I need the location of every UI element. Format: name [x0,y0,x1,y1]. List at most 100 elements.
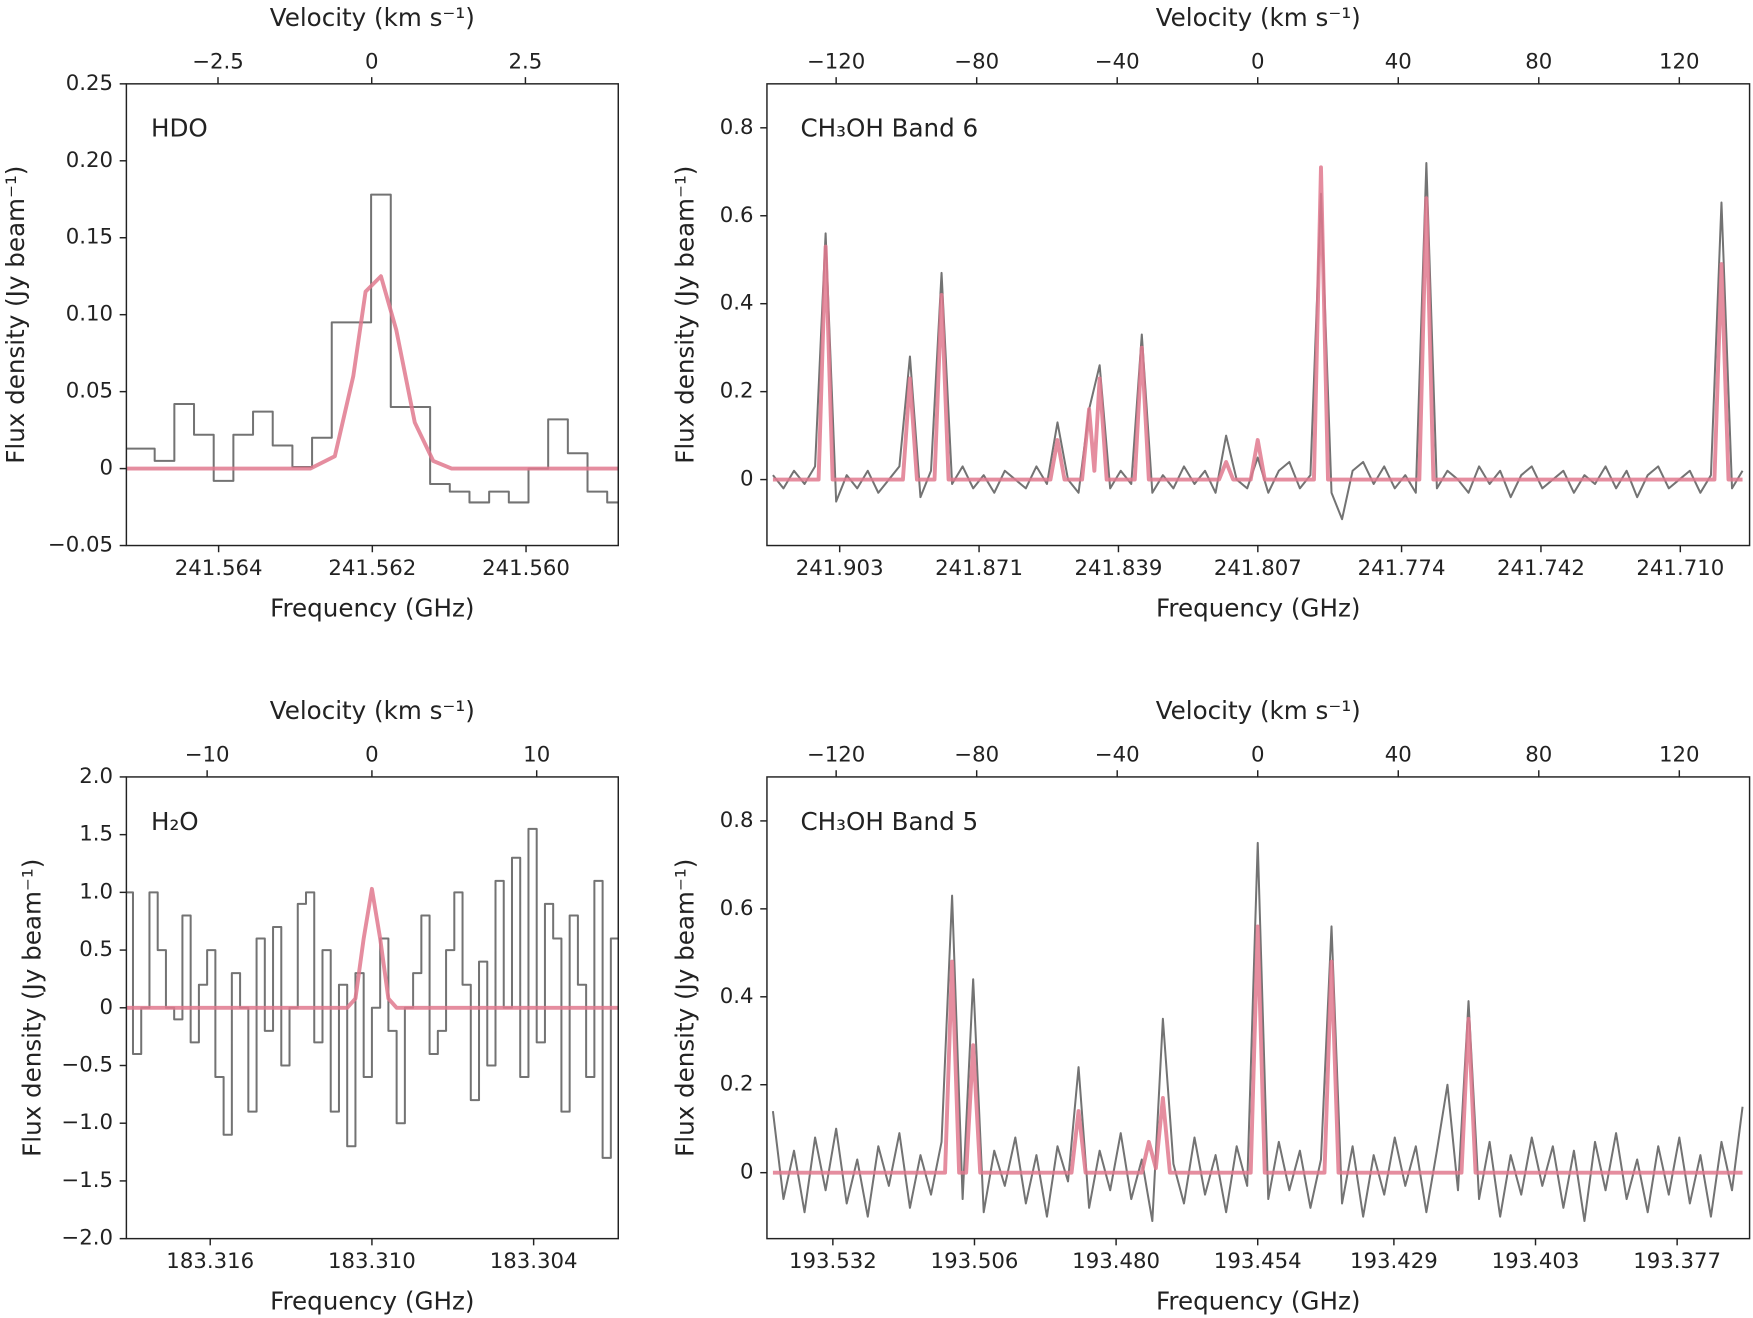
x-tick-label: 241.839 [1075,556,1163,581]
x2-tick-label: 120 [1659,743,1700,768]
y-tick-label: 0 [740,1160,754,1185]
x-tick-label: 193.506 [931,1249,1019,1274]
x2-tick-label: −80 [954,50,999,75]
model-line [126,886,619,1010]
x2-tick-label: −40 [1095,50,1140,75]
model-line [126,274,619,471]
x2-tick-label: −10 [185,743,230,768]
y-tick-label: 0.4 [720,291,754,316]
y-tick-label: 1.5 [79,822,113,847]
x2-tick-label: 40 [1385,743,1412,768]
x-axis-label: Frequency (GHz) [1156,593,1360,622]
x2-axis-label: Velocity (km s⁻¹) [1156,3,1361,32]
x2-tick-label: −120 [807,743,865,768]
y-tick-label: 0.10 [66,302,113,327]
x2-tick-label: −80 [954,743,999,768]
model-line [772,165,1743,482]
panel-label: CH₃OH Band 5 [800,807,978,836]
x-tick-label: 241.564 [175,556,263,581]
y-tick-label: −0.5 [61,1052,113,1077]
x2-tick-label: −120 [807,50,865,75]
plot-area [772,161,1744,521]
spectrum-line [126,827,619,1159]
y-axis-label: Flux density (Jy beam⁻¹) [670,166,699,464]
spectrum-line [771,841,1744,1223]
panel-label: H₂O [151,807,199,836]
x-tick-label: 241.774 [1358,556,1446,581]
y-tick-label: 0.20 [66,148,113,173]
x-tick-label: 241.903 [796,556,884,581]
panel: −0.05 0 0.05 0.10 0.15 0.20 0.25 241.564 241.562… [1,3,619,622]
x-tick-label: 193.377 [1633,1249,1721,1274]
panel: 0 0.2 0.4 0.6 0.8 241.903 241.871 241.839 241.80… [670,3,1751,622]
x-tick-label: 241.562 [328,556,416,581]
y-tick-label: 0.2 [720,1072,754,1097]
x2-axis-label: Velocity (km s⁻¹) [270,696,475,725]
x2-tick-label: 0 [1251,50,1265,75]
x-tick-label: 241.742 [1497,556,1585,581]
y-tick-label: −0.05 [48,533,113,558]
x2-tick-label: 0 [365,743,379,768]
plot-frame [766,83,1751,547]
y-tick-label: −1.0 [61,1110,113,1135]
x2-tick-label: 10 [523,743,550,768]
x-tick-label: 193.429 [1350,1249,1438,1274]
x2-tick-label: −40 [1095,743,1140,768]
x2-axis-label: Velocity (km s⁻¹) [270,3,475,32]
x-tick-label: 193.532 [789,1249,877,1274]
panel-label: CH₃OH Band 6 [800,114,978,143]
x2-tick-label: 0 [1251,743,1265,768]
plot-area [126,193,619,504]
x-tick-label: 193.480 [1072,1249,1160,1274]
y-tick-label: 1.0 [79,879,113,904]
x2-tick-label: 2.5 [509,50,543,75]
y-tick-label: 2.0 [79,764,113,789]
y-tick-label: 0.2 [720,379,754,404]
x-axis-label: Frequency (GHz) [270,593,474,622]
y-tick-label: 0 [740,467,754,492]
plot-frame [125,776,619,1240]
x-axis-label: Frequency (GHz) [270,1286,474,1315]
panel: 0 0.2 0.4 0.6 0.8 193.532 193.506 193.480 193.45… [670,696,1751,1315]
x2-tick-label: 120 [1659,50,1700,75]
spectrum-line [772,161,1744,521]
x-tick-label: 183.310 [328,1249,416,1274]
y-axis-label: Flux density (Jy beam⁻¹) [1,166,30,464]
model-line [772,924,1743,1175]
y-tick-label: −2.0 [61,1226,113,1251]
y-axis-label: Flux density (Jy beam⁻¹) [18,859,47,1157]
y-tick-label: 0.25 [66,71,113,96]
x-tick-label: 241.710 [1636,556,1724,581]
y-tick-label: 0.8 [720,115,754,140]
x-tick-label: 183.316 [166,1249,254,1274]
y-tick-label: 0.8 [720,808,754,833]
plot-frame [125,83,619,547]
y-tick-label: 0 [99,456,113,481]
y-axis-label: Flux density (Jy beam⁻¹) [670,859,699,1157]
x-tick-label: 193.403 [1492,1249,1580,1274]
x-tick-label: 241.871 [935,556,1023,581]
spectrum-line [126,193,619,504]
plot-frame [766,776,1751,1240]
x-tick-label: 193.454 [1214,1249,1302,1274]
y-tick-label: 0.6 [720,203,754,228]
x2-tick-label: −2.5 [192,50,244,75]
x2-axis-label: Velocity (km s⁻¹) [1156,696,1361,725]
y-tick-label: 0.4 [720,984,754,1009]
y-tick-label: 0.05 [66,379,113,404]
panel: −2.0 −1.5 −1.0 −0.5 0 0.5 1.0 1.5 2.0 183.316 183.… [18,696,619,1315]
y-tick-label: 0.6 [720,896,754,921]
plot-area [771,841,1744,1223]
x2-tick-label: 80 [1525,50,1552,75]
x-tick-label: 241.807 [1214,556,1302,581]
x2-tick-label: 40 [1385,50,1412,75]
x-tick-label: 183.304 [490,1249,578,1274]
y-tick-label: −1.5 [61,1168,113,1193]
x-tick-label: 241.560 [482,556,570,581]
y-tick-label: 0.15 [66,225,113,250]
panel-label: HDO [151,114,208,143]
x-axis-label: Frequency (GHz) [1156,1286,1360,1315]
y-tick-label: 0 [99,995,113,1020]
y-tick-label: 0.5 [79,937,113,962]
